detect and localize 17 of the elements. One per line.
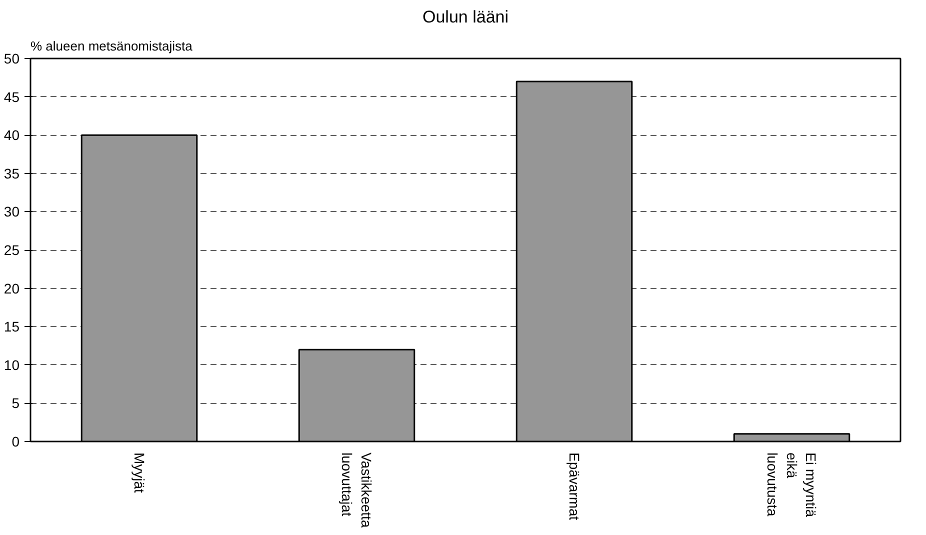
- y-tick-label: 15: [4, 318, 20, 335]
- y-tick-label: 45: [4, 88, 20, 105]
- x-tick-label: Myyjät: [131, 452, 148, 494]
- y-tick-label: 35: [4, 165, 20, 182]
- chart-title: Oulun lääni: [422, 8, 509, 26]
- y-tick-label: 20: [4, 280, 20, 296]
- x-tick-label: Ei myyntiä eikä luovutusta: [764, 452, 819, 518]
- y-axis-title: % alueen metsänomistajista: [30, 38, 194, 54]
- y-tick-label: 10: [4, 356, 20, 373]
- x-tick-label: Vastikkeetta luovuttajat: [339, 452, 374, 528]
- y-tick-label: 40: [4, 127, 20, 144]
- y-tick-label: 25: [4, 242, 20, 258]
- y-tick-label: 30: [4, 204, 20, 220]
- y-tick-label: 0: [12, 434, 20, 450]
- x-tick-label: Epävarmat: [566, 452, 582, 520]
- y-tick-label: 50: [4, 50, 20, 66]
- y-tick-label: 5: [12, 395, 20, 412]
